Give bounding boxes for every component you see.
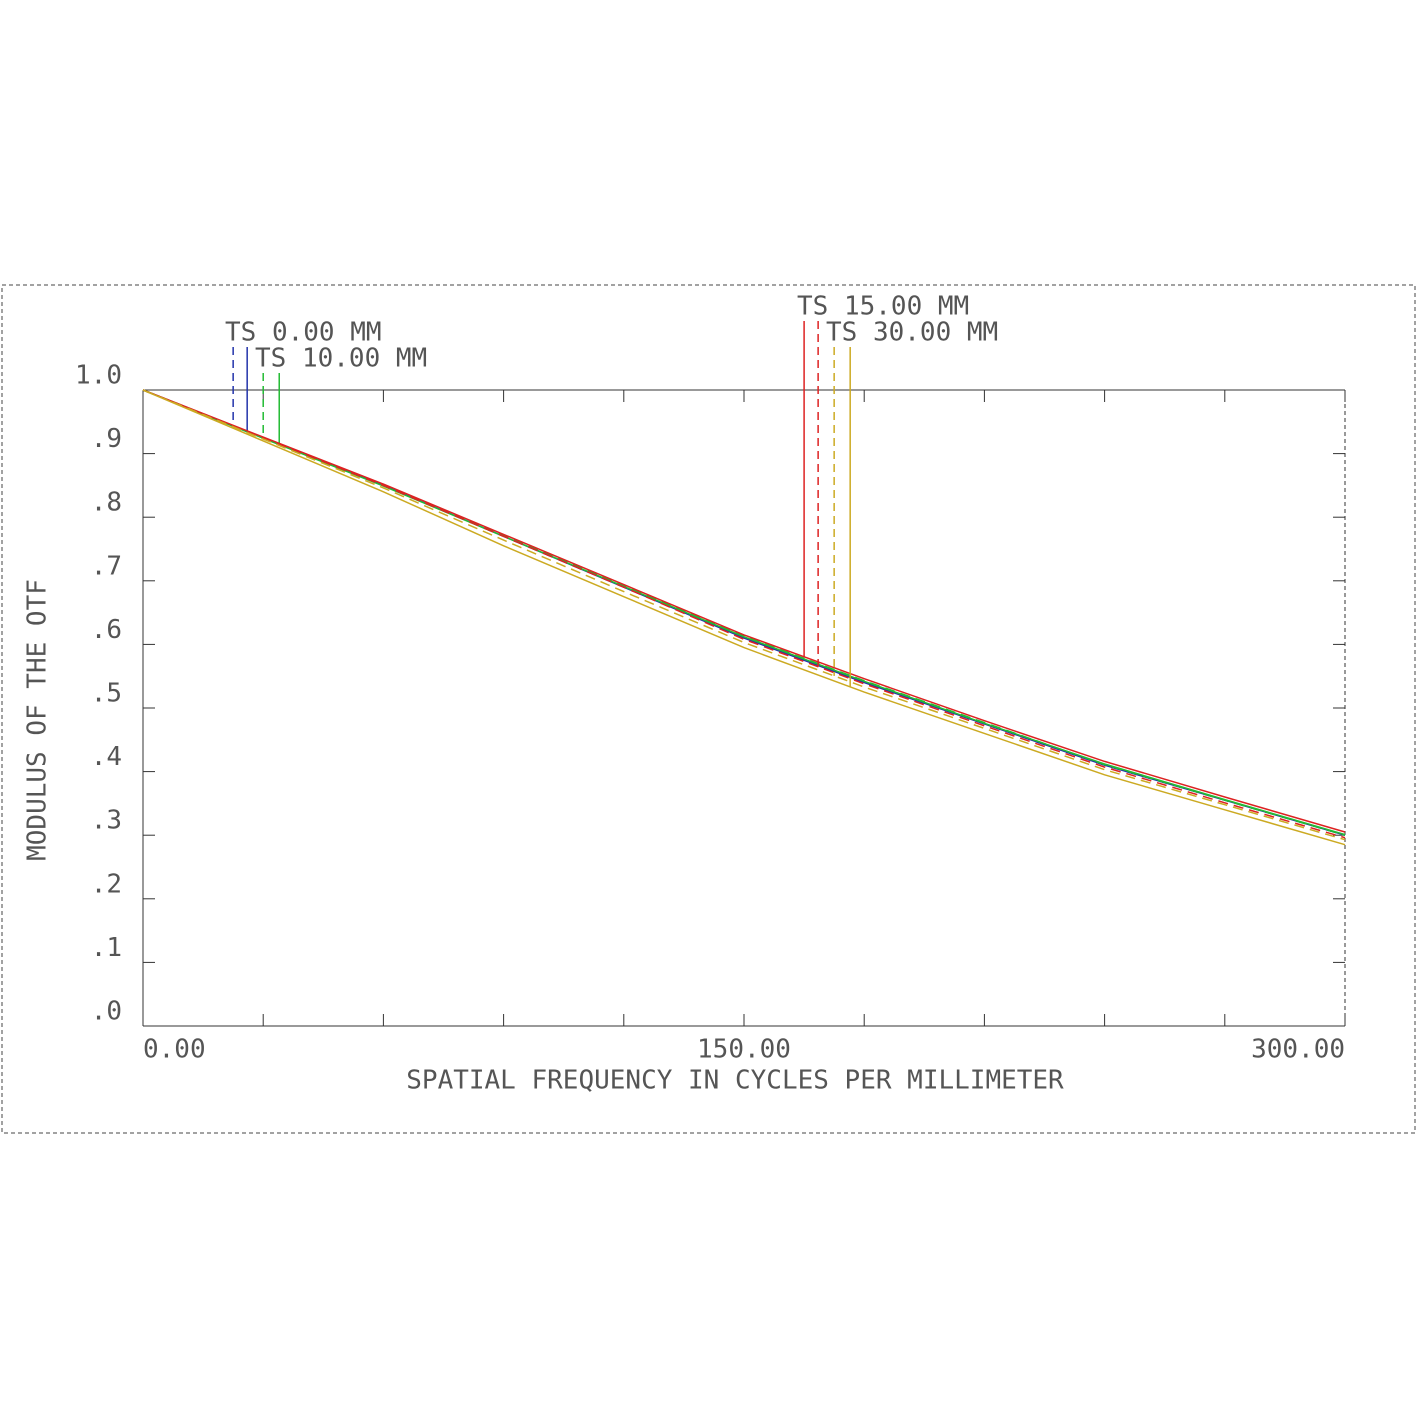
x-tick-label: 300.00 [1251,1035,1345,1065]
y-tick-label: .4 [91,742,122,772]
x-axis-label: SPATIAL FREQUENCY IN CYCLES PER MILLIMET… [406,1066,1064,1096]
y-tick-label: .7 [91,551,122,581]
tangential-curve [142,389,1346,836]
y-tick-label: .8 [91,488,122,518]
y-tick-label: .3 [91,806,122,836]
y-tick-label: .1 [91,933,122,963]
legend-label: TS 0.00 MM [225,318,382,348]
legend-label: TS 30.00 MM [826,318,998,348]
y-tick-label: .2 [91,869,122,899]
x-tick-label: 0.00 [143,1035,206,1065]
x-tick-label: 150.00 [697,1035,791,1065]
y-tick-label: .5 [91,679,122,709]
tangential-curve [142,389,1346,846]
tangential-curve [142,389,1346,836]
tangential-curve [142,389,1346,833]
sagittal-curve [142,389,1346,839]
y-tick-label: .0 [91,997,122,1027]
y-tick-label: .6 [91,615,122,645]
y-axis-label: MODULUS OF THE OTF [23,579,53,861]
sagittal-curve [142,389,1346,836]
outer-frame [1,284,1416,1134]
y-tick-label: .9 [91,424,122,454]
sagittal-curve [142,389,1346,836]
y-tick-label: 1.0 [75,361,122,391]
legend-label: TS 15.00 MM [797,292,969,322]
legend-label: TS 10.00 MM [255,344,427,374]
sagittal-curve [142,389,1346,841]
